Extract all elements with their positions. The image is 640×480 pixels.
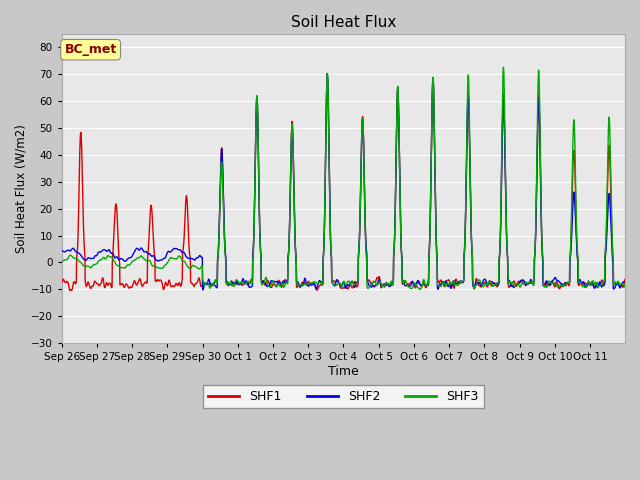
Text: BC_met: BC_met	[65, 43, 116, 56]
Legend: SHF1, SHF2, SHF3: SHF1, SHF2, SHF3	[203, 385, 484, 408]
Y-axis label: Soil Heat Flux (W/m2): Soil Heat Flux (W/m2)	[15, 124, 28, 253]
Title: Soil Heat Flux: Soil Heat Flux	[291, 15, 396, 30]
X-axis label: Time: Time	[328, 365, 358, 378]
